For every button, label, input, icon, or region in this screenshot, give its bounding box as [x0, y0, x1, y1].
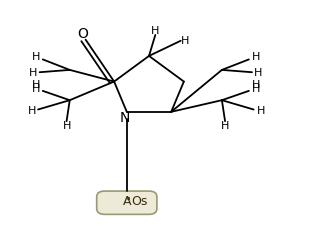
Text: H: H — [29, 68, 37, 78]
Text: H: H — [252, 52, 260, 62]
Text: Os: Os — [131, 195, 148, 208]
Text: H: H — [221, 121, 229, 131]
Text: H: H — [181, 36, 190, 46]
Text: H: H — [256, 106, 265, 116]
Text: H: H — [32, 80, 41, 90]
FancyBboxPatch shape — [97, 191, 157, 214]
Text: H: H — [254, 68, 262, 78]
Text: H: H — [62, 121, 71, 131]
Text: H: H — [252, 84, 260, 94]
Text: O: O — [77, 27, 88, 41]
Text: H: H — [28, 106, 36, 116]
Text: H: H — [151, 27, 159, 36]
Text: H: H — [252, 80, 260, 90]
Text: A: A — [123, 195, 131, 208]
Text: H: H — [32, 52, 41, 62]
Text: N: N — [120, 111, 130, 125]
Text: H: H — [32, 84, 41, 94]
Text: ·: · — [126, 193, 131, 207]
